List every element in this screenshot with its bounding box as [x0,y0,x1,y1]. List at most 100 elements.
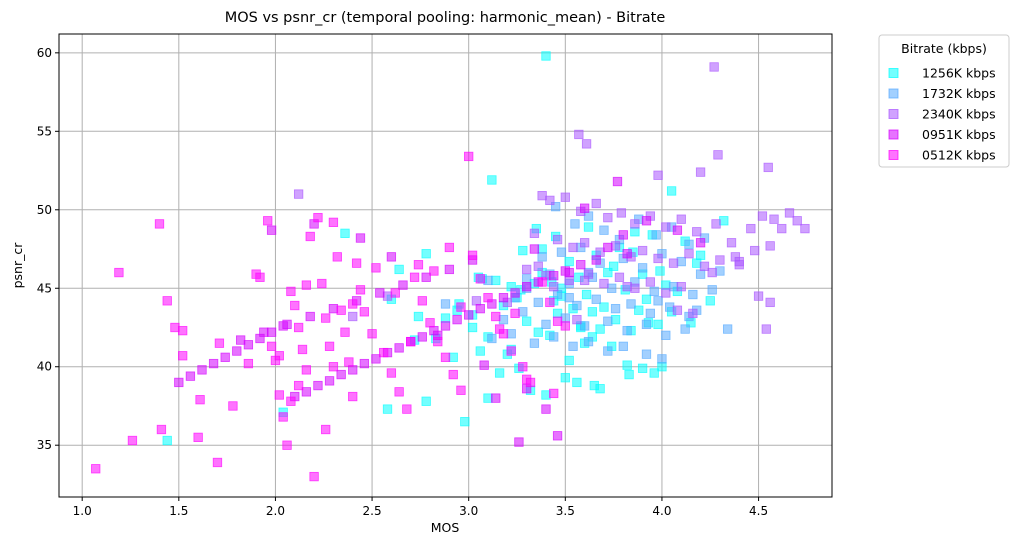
data-point [676,282,686,292]
data-point [114,267,124,278]
data-point [595,247,605,257]
data-point [699,261,710,271]
data-point [413,260,424,270]
series-points [174,176,706,447]
data-point [734,256,744,267]
data-point [676,214,686,224]
data-point [467,322,478,333]
data-point [429,266,439,276]
y-tick-label: 35 [37,438,52,452]
data-point [645,277,655,287]
data-points [91,51,810,482]
data-point [595,384,605,394]
data-point [185,371,196,381]
legend-marker [888,150,899,160]
data-point [522,316,532,326]
data-point [707,267,717,278]
data-point [475,274,485,284]
data-point [545,297,555,308]
y-tick-label: 50 [37,203,52,217]
data-point [709,62,719,72]
data-point [622,249,632,259]
series-points [293,62,810,334]
data-point [510,308,520,319]
data-point [722,324,733,334]
data-point [672,225,683,235]
data-point [494,324,505,334]
data-point [792,216,802,226]
data-point [537,191,547,201]
data-point [763,162,773,173]
data-point [487,333,497,344]
data-point [386,368,397,378]
data-point [491,311,501,322]
data-point [371,263,381,273]
data-point [162,296,172,306]
data-point [344,357,354,367]
x-tick-label: 2.5 [363,504,382,518]
data-point [608,261,619,271]
data-point [228,401,238,411]
data-point [274,351,284,361]
data-point [286,396,296,406]
data-point [551,201,561,212]
data-point [564,355,574,366]
data-point [348,365,358,375]
data-point [564,293,574,303]
legend-marker [888,68,899,78]
data-point [456,385,466,395]
data-point [232,346,242,356]
data-point [564,256,574,267]
data-point [440,299,451,309]
data-point [688,289,698,300]
data-point [317,278,327,289]
data-point [174,377,184,388]
data-point [545,195,555,206]
data-point [713,150,723,160]
data-point [371,354,381,364]
data-point [603,212,613,223]
data-point [653,170,663,180]
data-point [668,258,679,268]
plot-frame [58,33,833,498]
data-point [599,278,609,289]
data-point [637,245,648,256]
data-point [522,264,532,275]
data-point [409,272,420,282]
legend-frame [878,34,1010,168]
data-point [552,234,563,245]
data-point [162,435,172,446]
data-point [533,327,543,337]
data-point [549,332,559,342]
data-point [603,316,613,326]
data-point [676,256,686,267]
data-point [630,219,640,229]
data-point [313,380,323,391]
data-point [537,244,547,254]
legend-entry: 0512K kbps [922,148,996,163]
data-point [483,393,493,403]
data-point [433,336,443,347]
data-point [340,228,350,238]
data-point [579,275,590,286]
data-point [560,192,570,202]
x-tick-label: 4.0 [652,504,671,518]
data-point [665,302,675,312]
data-point [653,253,663,264]
data-point [332,252,342,262]
data-point [305,311,315,322]
data-point [657,354,667,364]
data-point [641,319,652,330]
data-point [715,255,725,265]
data-point [321,313,331,323]
data-point [91,464,101,474]
data-point [591,294,601,304]
data-point [784,208,795,218]
data-point [510,288,520,298]
data-point [579,203,590,213]
data-point [653,319,663,330]
data-point [301,280,312,290]
data-point [448,352,458,362]
data-point [328,304,339,314]
data-point [757,211,768,221]
